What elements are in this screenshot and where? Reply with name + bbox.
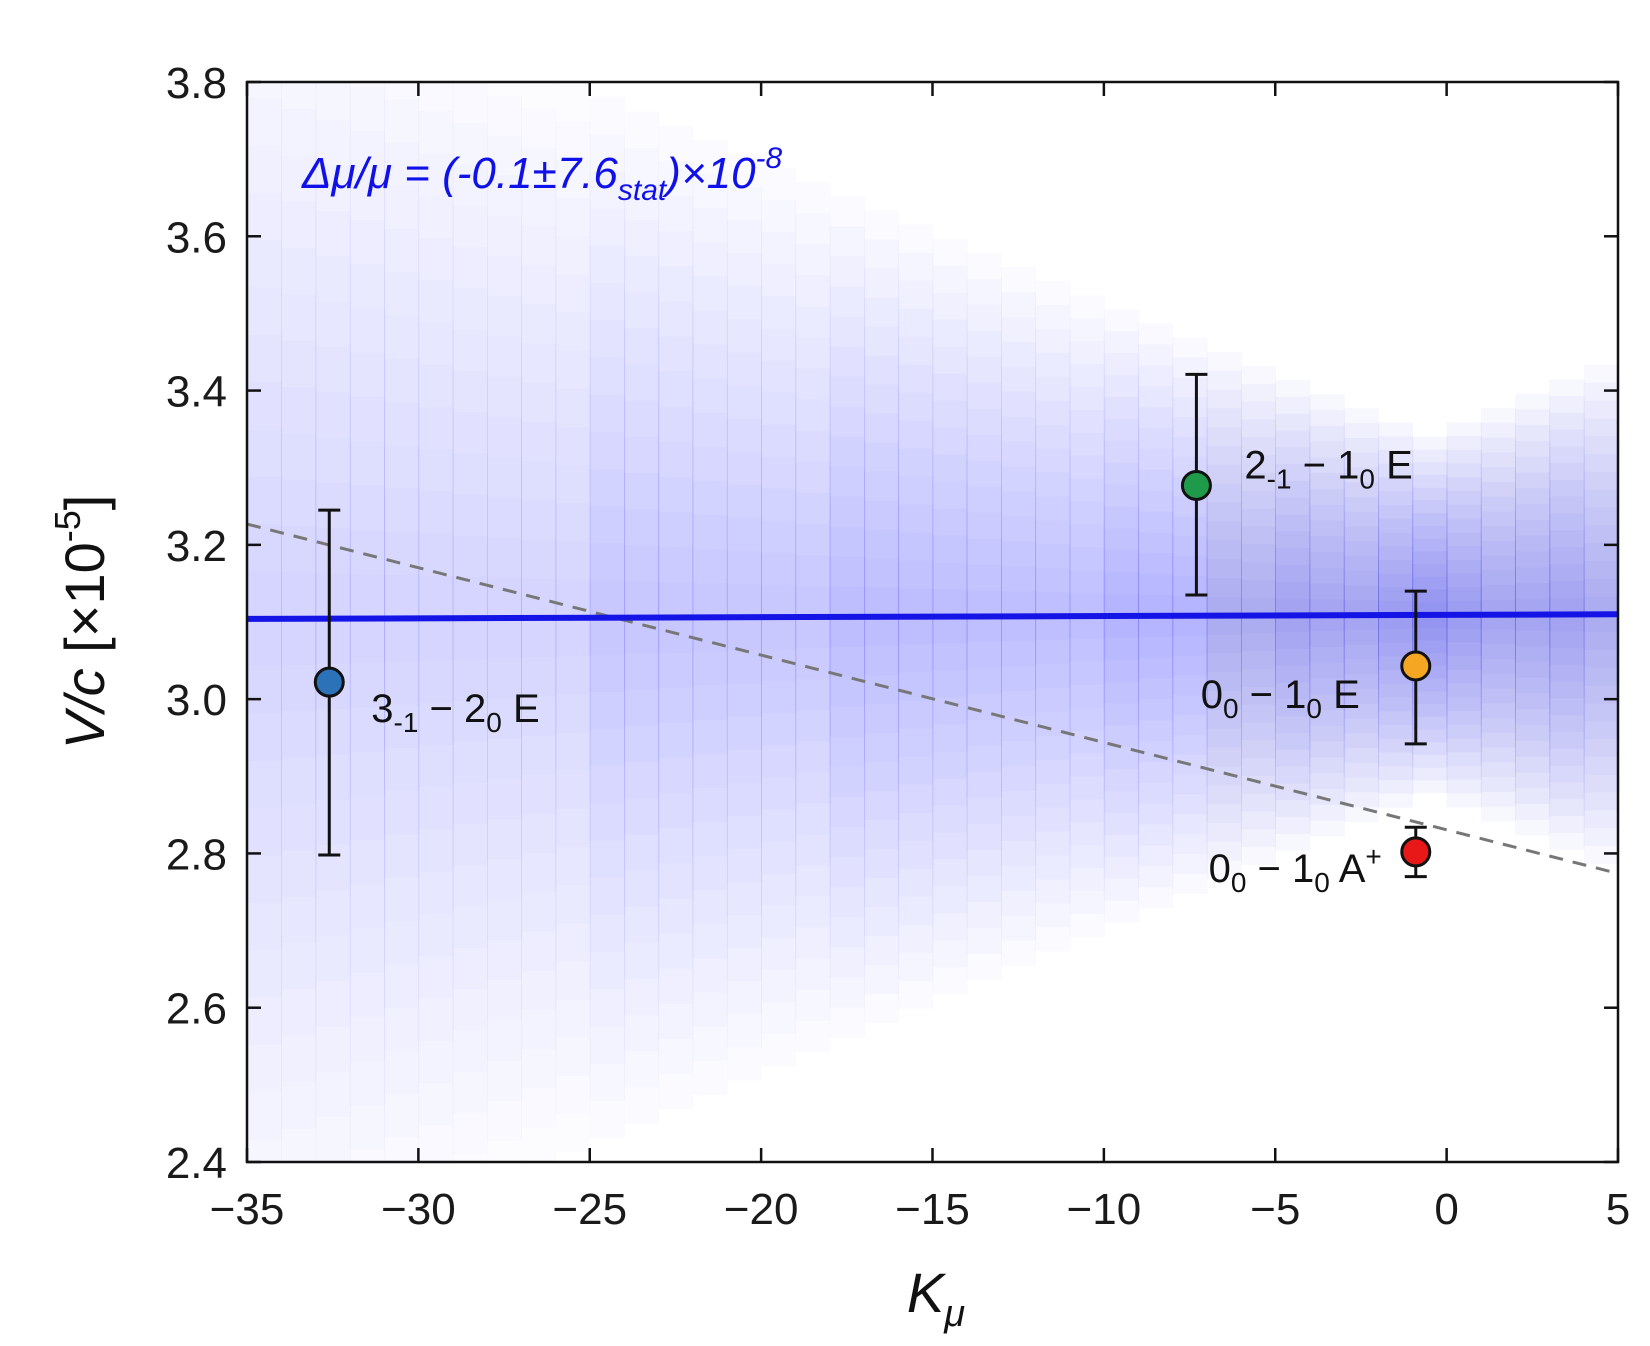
y-tick-label: 3.8: [166, 59, 227, 108]
plot-frame: [245, 80, 1620, 1164]
x-tick-label: 0: [1434, 1185, 1458, 1234]
x-tick-label: −10: [1067, 1185, 1142, 1234]
point-label: 2-1 − 10 E: [1244, 443, 1412, 494]
data-point: [1400, 650, 1432, 682]
y-tick-label: 2.8: [166, 830, 227, 879]
fit-annotation: Δμ/μ = (-0.1±7.6stat)×10-8: [301, 142, 783, 207]
data-point-group: 00 − 10 E: [1201, 589, 1432, 746]
y-tick-label: 3.2: [166, 522, 227, 571]
x-tick-label: −25: [552, 1185, 627, 1234]
point-label: 00 − 10 A+: [1209, 841, 1382, 898]
data-point-group: 3-1 − 20 E: [313, 508, 540, 857]
data-point: [1180, 469, 1212, 501]
x-tick-label: −15: [895, 1185, 970, 1234]
fit-line: [247, 611, 1618, 622]
x-tick-label: −5: [1250, 1185, 1300, 1234]
x-tick-label: 5: [1606, 1185, 1630, 1234]
y-tick-label: 3.6: [166, 213, 227, 262]
x-tick-label: −20: [724, 1185, 799, 1234]
data-point-group: 2-1 − 10 E: [1180, 372, 1413, 597]
data-point: [1400, 836, 1432, 868]
y-tick-label: 2.6: [166, 985, 227, 1034]
y-axis-label: V/c [×10-5]: [47, 495, 116, 750]
data-point: [313, 666, 345, 698]
x-tick-label: −35: [210, 1185, 285, 1234]
x-axis-label: Kμ: [907, 1261, 965, 1335]
y-tick-label: 2.4: [166, 1139, 227, 1188]
point-label: 3-1 − 20 E: [371, 687, 539, 738]
point-label: 00 − 10 E: [1201, 673, 1360, 724]
data-point-group: 00 − 10 A+: [1209, 825, 1432, 898]
dashed-reference-line: [247, 522, 1618, 875]
y-tick-label: 3.4: [166, 368, 227, 417]
y-tick-label: 3.0: [166, 676, 227, 725]
x-tick-label: −30: [381, 1185, 456, 1234]
